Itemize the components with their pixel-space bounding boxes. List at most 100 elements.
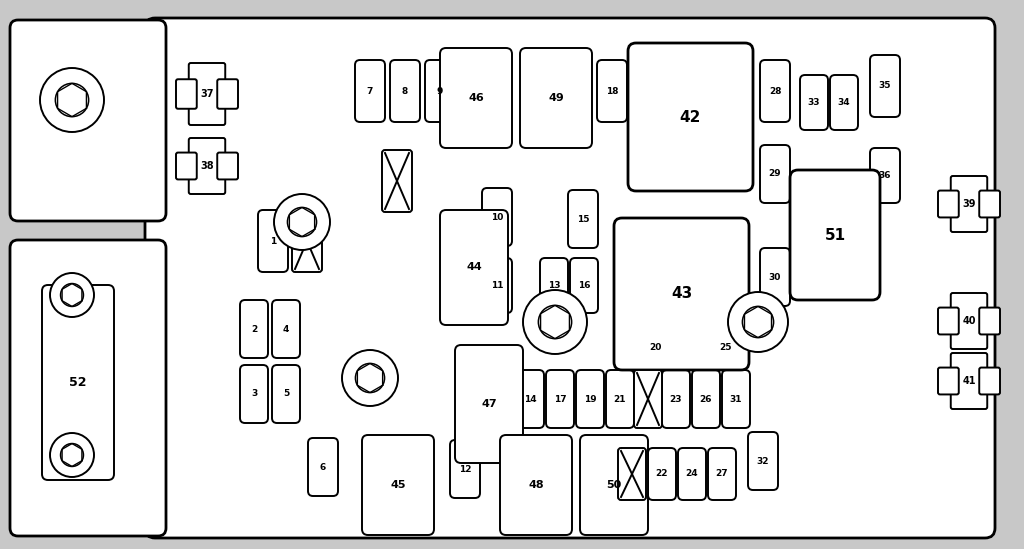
Circle shape [523,290,587,354]
FancyBboxPatch shape [450,440,480,498]
Text: 9: 9 [437,87,443,96]
FancyBboxPatch shape [634,370,662,428]
Text: 30: 30 [769,272,781,282]
FancyBboxPatch shape [830,75,858,130]
FancyBboxPatch shape [308,438,338,496]
Circle shape [288,208,316,237]
FancyBboxPatch shape [482,188,512,246]
Text: 23: 23 [670,395,682,404]
Text: 39: 39 [963,199,976,209]
Text: 18: 18 [606,87,618,96]
FancyBboxPatch shape [648,448,676,500]
Text: 3: 3 [251,389,257,399]
Text: 35: 35 [879,81,891,91]
FancyBboxPatch shape [800,75,828,130]
FancyBboxPatch shape [570,258,598,313]
FancyBboxPatch shape [692,370,720,428]
Text: 7: 7 [367,87,373,96]
Text: 1: 1 [270,237,276,245]
FancyBboxPatch shape [440,210,508,325]
FancyBboxPatch shape [708,448,736,500]
FancyBboxPatch shape [938,307,958,334]
Text: 49: 49 [548,93,564,103]
FancyBboxPatch shape [950,293,987,349]
Text: 6: 6 [319,462,326,472]
Text: 26: 26 [699,395,713,404]
Text: 46: 46 [468,93,484,103]
FancyBboxPatch shape [938,368,958,394]
Text: 21: 21 [613,395,627,404]
FancyBboxPatch shape [580,435,648,535]
Text: 19: 19 [584,395,596,404]
FancyBboxPatch shape [979,368,1000,394]
Text: 31: 31 [730,395,742,404]
FancyBboxPatch shape [240,365,268,423]
Text: 16: 16 [578,281,590,290]
FancyBboxPatch shape [546,370,574,428]
Text: 27: 27 [716,469,728,479]
FancyBboxPatch shape [258,210,288,272]
FancyBboxPatch shape [240,300,268,358]
Circle shape [60,444,83,467]
Circle shape [355,363,385,393]
Circle shape [274,194,330,250]
FancyBboxPatch shape [482,258,512,313]
FancyBboxPatch shape [272,365,300,423]
Text: 51: 51 [824,227,846,243]
FancyBboxPatch shape [390,60,420,122]
FancyBboxPatch shape [640,318,670,376]
FancyBboxPatch shape [42,285,114,480]
FancyBboxPatch shape [678,448,706,500]
FancyBboxPatch shape [516,370,544,428]
Circle shape [50,433,94,477]
Text: 40: 40 [963,316,976,326]
FancyBboxPatch shape [748,432,778,490]
FancyBboxPatch shape [455,345,523,463]
Text: 37: 37 [201,89,214,99]
Text: 48: 48 [528,480,544,490]
FancyBboxPatch shape [176,79,197,109]
Text: 41: 41 [963,376,976,386]
Circle shape [60,284,83,306]
FancyBboxPatch shape [520,48,592,148]
FancyBboxPatch shape [355,60,385,122]
Circle shape [55,83,89,116]
FancyBboxPatch shape [614,218,749,370]
Circle shape [539,305,571,339]
Text: 5: 5 [283,389,289,399]
Circle shape [40,68,104,132]
FancyBboxPatch shape [979,307,1000,334]
Text: 12: 12 [459,464,471,473]
Text: 20: 20 [649,343,662,351]
FancyBboxPatch shape [500,435,572,535]
Text: 52: 52 [70,376,87,389]
FancyBboxPatch shape [760,145,790,203]
FancyBboxPatch shape [662,370,690,428]
FancyBboxPatch shape [950,176,987,232]
Text: 33: 33 [808,98,820,107]
FancyBboxPatch shape [628,43,753,191]
Text: 50: 50 [606,480,622,490]
Text: 22: 22 [655,469,669,479]
Text: 4: 4 [283,324,289,333]
Text: 38: 38 [200,161,214,171]
Circle shape [742,306,773,338]
FancyBboxPatch shape [425,60,455,122]
Text: 10: 10 [490,212,503,221]
Text: 42: 42 [680,109,701,125]
FancyBboxPatch shape [217,153,238,180]
FancyBboxPatch shape [272,300,300,358]
Text: 34: 34 [838,98,850,107]
Circle shape [728,292,788,352]
FancyBboxPatch shape [10,20,166,221]
Text: 8: 8 [401,87,409,96]
FancyBboxPatch shape [938,191,958,217]
FancyBboxPatch shape [979,191,1000,217]
Circle shape [50,273,94,317]
Text: 47: 47 [481,399,497,409]
FancyBboxPatch shape [188,63,225,125]
Text: 45: 45 [390,480,406,490]
FancyBboxPatch shape [292,210,322,272]
Circle shape [342,350,398,406]
FancyBboxPatch shape [440,48,512,148]
